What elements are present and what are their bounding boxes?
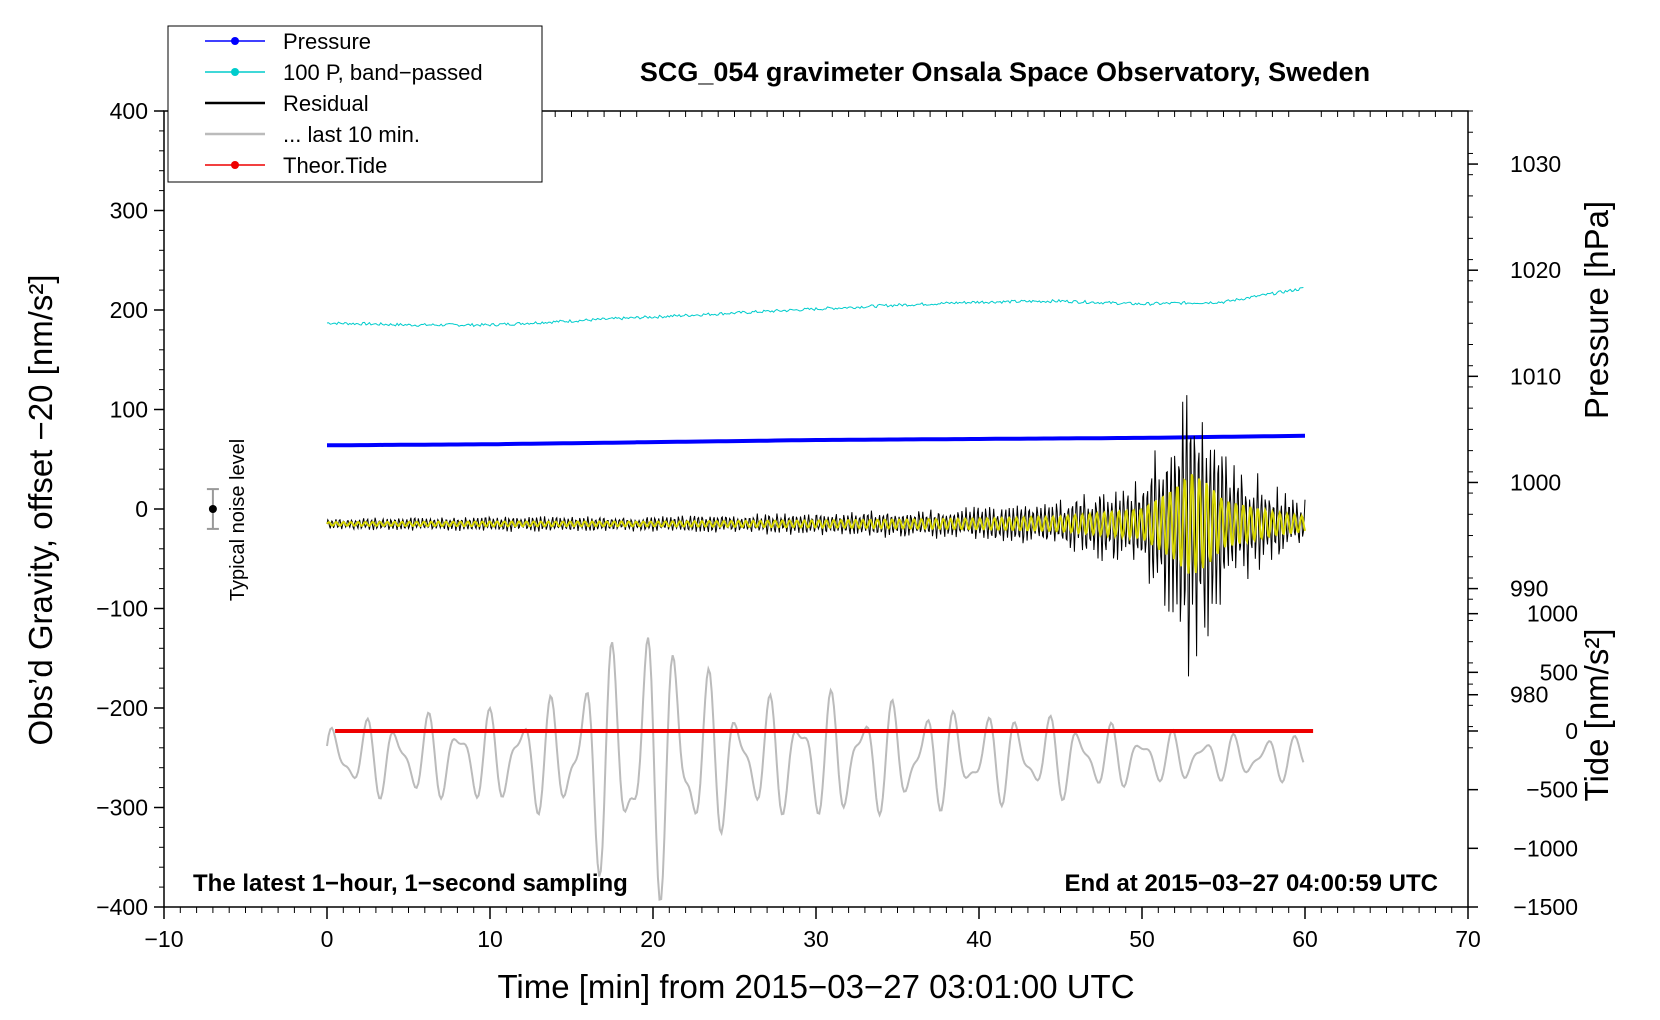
x-tick-label-0: −10	[144, 926, 183, 952]
residual-line	[326, 395, 1306, 677]
series-1	[326, 287, 1304, 328]
y-tick-label-5: 100	[110, 397, 148, 423]
y-axis-label-pressure: Pressure [hPa]	[1578, 201, 1615, 419]
series-3	[326, 637, 1305, 901]
x-tick-label-4: 30	[803, 926, 829, 952]
legend-label: Theor.Tide	[283, 153, 387, 178]
y-axis-label-tide: Tide [nm/s²]	[1578, 629, 1615, 802]
chart-title: SCG_054 gravimeter Onsala Space Observat…	[640, 57, 1370, 87]
legend-entry-3: ... last 10 min.	[205, 122, 420, 147]
series-2	[326, 395, 1306, 677]
legend-swatch-dot	[231, 68, 239, 76]
legend-entry-1: 100 P, band−passed	[205, 60, 483, 85]
noise-bar-point	[208, 505, 217, 513]
tide-tick-label-2: −500	[1526, 777, 1578, 803]
legend-swatch-dot	[231, 161, 239, 169]
series-0	[327, 433, 1306, 448]
tide-tick-label-0: −1500	[1513, 894, 1578, 920]
tide-tick-label-1: −1000	[1513, 835, 1578, 861]
x-tick-label-2: 10	[477, 926, 503, 952]
pressure-tick-label-1: 990	[1510, 576, 1548, 602]
x-tick-label-6: 50	[1129, 926, 1155, 952]
legend-entry-0: Pressure	[205, 29, 371, 54]
ticks-layer: −10 0 10 20 30 40 50 60 70−400−300−200−100010020…	[96, 98, 1578, 952]
y-tick-label-4: 0	[135, 496, 148, 522]
y-tick-label-1: −300	[96, 795, 148, 821]
y-tick-label-3: −100	[96, 596, 148, 622]
series-layer	[206, 287, 1314, 901]
legend-entry-4: Theor.Tide	[205, 153, 387, 178]
x-tick-label-7: 60	[1292, 926, 1318, 952]
pressure-tick-label-4: 1020	[1510, 257, 1561, 283]
y-tick-label-0: −400	[96, 894, 148, 920]
x-tick-label-5: 40	[966, 926, 992, 952]
x-tick-label-1: 0	[321, 926, 334, 952]
bandpassed-pressure-line	[326, 287, 1304, 328]
y-axis-label-left: Obs’d Gravity, offset −20 [nm/s²]	[22, 274, 59, 745]
pressure-line	[327, 433, 1306, 448]
residual-filtered-line	[326, 474, 1306, 574]
legend-label: ... last 10 min.	[283, 122, 420, 147]
tide-tick-label-4: 500	[1540, 659, 1578, 685]
x-axis-label: Time [min] from 2015−03−27 03:01:00 UTC	[497, 968, 1134, 1005]
right-note: End at 2015−03−27 04:00:59 UTC	[1064, 870, 1438, 897]
noise-level-label: Typical noise level	[227, 439, 249, 601]
plot-frame	[163, 110, 1469, 908]
pressure-tick-label-5: 1030	[1510, 151, 1561, 177]
y-tick-label-8: 400	[110, 98, 148, 124]
left-note: The latest 1−hour, 1−second sampling	[193, 870, 628, 897]
legend-swatch-dot	[231, 37, 239, 45]
last-10-min-line	[326, 637, 1305, 901]
x-tick-label-8: 70	[1455, 926, 1481, 952]
pressure-tick-label-3: 1010	[1510, 363, 1561, 389]
x-tick-label-3: 20	[640, 926, 666, 952]
y-tick-label-7: 300	[110, 198, 148, 224]
legend-label: Pressure	[283, 29, 371, 54]
legend-label: 100 P, band−passed	[283, 60, 483, 85]
legend: Pressure 100 P, band−passed Residual ... la…	[167, 25, 543, 183]
y-tick-label-2: −200	[96, 695, 148, 721]
pressure-tick-label-2: 1000	[1510, 469, 1561, 495]
legend-label: Residual	[283, 91, 369, 116]
legend-entry-2: Residual	[205, 91, 369, 116]
y-tick-label-6: 200	[110, 297, 148, 323]
tide-tick-label-3: 0	[1565, 718, 1578, 744]
pressure-tick-label-0: 980	[1510, 682, 1548, 708]
tide-tick-label-5: 1000	[1527, 601, 1578, 627]
